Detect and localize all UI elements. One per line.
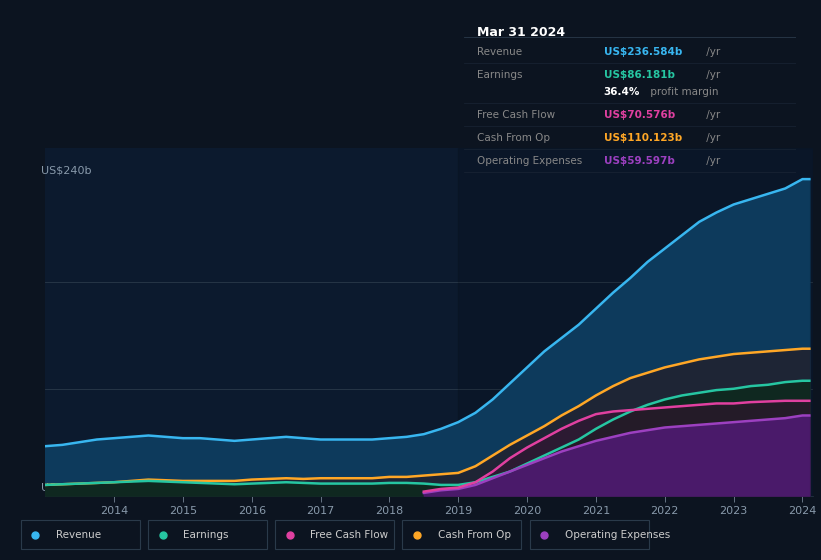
Bar [458,148,813,496]
Text: /yr: /yr [704,133,721,143]
Text: /yr: /yr [704,110,721,120]
Text: /yr: /yr [704,70,721,80]
Text: US$0: US$0 [41,482,71,492]
Text: US$59.597b: US$59.597b [603,156,674,166]
Text: US$240b: US$240b [41,165,92,175]
Text: profit margin: profit margin [647,87,718,97]
Text: US$110.123b: US$110.123b [603,133,681,143]
Text: Earnings: Earnings [183,530,228,540]
Text: Cash From Op: Cash From Op [477,133,550,143]
Text: Operating Expenses: Operating Expenses [477,156,582,166]
Text: /yr: /yr [704,156,721,166]
Text: /yr: /yr [704,47,721,57]
Text: US$86.181b: US$86.181b [603,70,675,80]
Text: Revenue: Revenue [56,530,101,540]
Text: US$236.584b: US$236.584b [603,47,682,57]
Text: Revenue: Revenue [477,47,522,57]
Text: Free Cash Flow: Free Cash Flow [310,530,388,540]
Text: Operating Expenses: Operating Expenses [565,530,670,540]
Text: Free Cash Flow: Free Cash Flow [477,110,555,120]
Text: US$70.576b: US$70.576b [603,110,675,120]
Text: Cash From Op: Cash From Op [438,530,511,540]
Text: 36.4%: 36.4% [603,87,640,97]
Text: Earnings: Earnings [477,70,523,80]
Text: Mar 31 2024: Mar 31 2024 [477,26,566,39]
